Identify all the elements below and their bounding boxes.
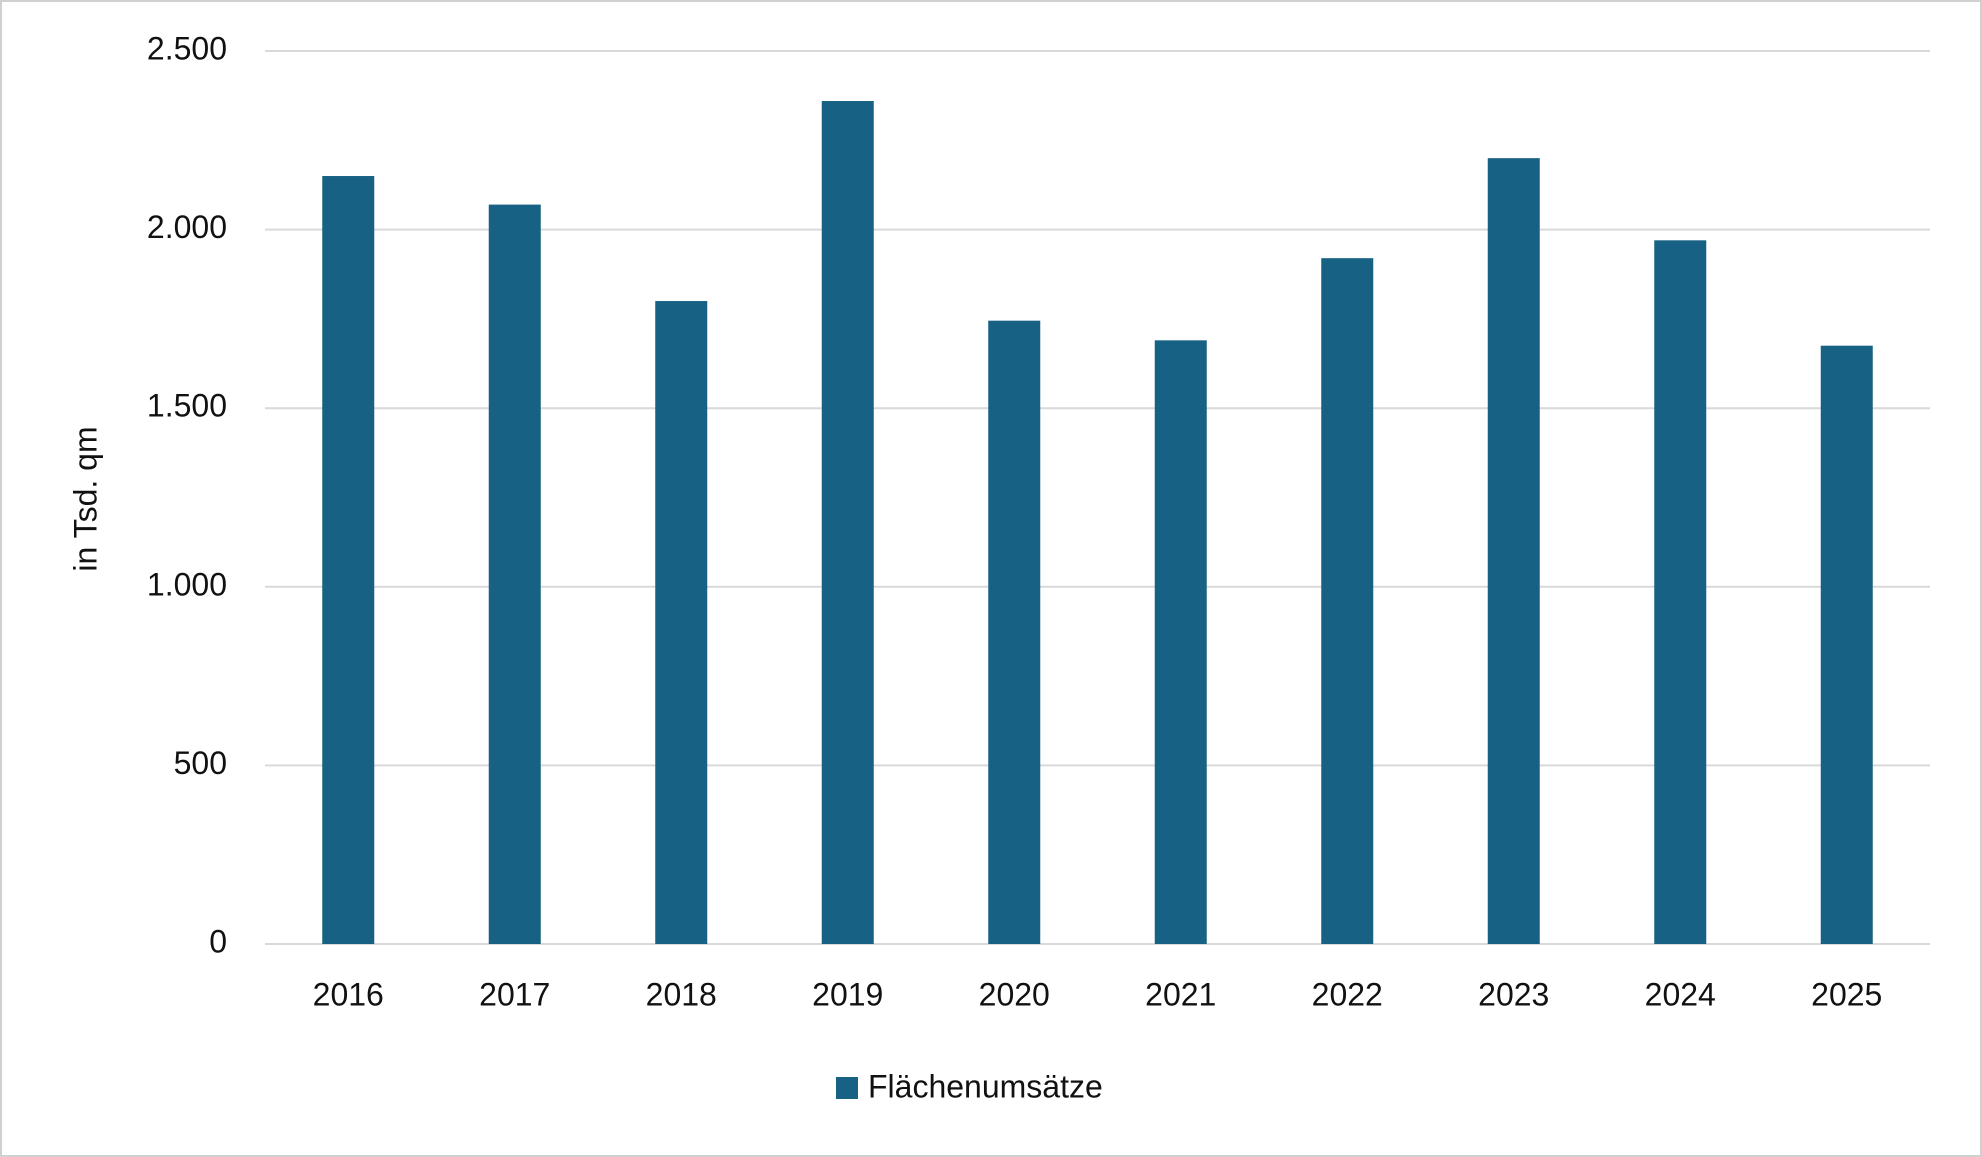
y-axis-title: in Tsd. qm bbox=[67, 426, 103, 571]
legend-label: Flächenumsätze bbox=[868, 1068, 1103, 1104]
x-tick-label: 2024 bbox=[1645, 976, 1716, 1012]
bar bbox=[322, 176, 375, 944]
bar bbox=[1321, 258, 1374, 944]
bar bbox=[821, 101, 874, 945]
bar bbox=[1654, 240, 1707, 945]
y-tick-label: 0 bbox=[209, 923, 227, 959]
y-tick-label: 1.500 bbox=[147, 388, 227, 424]
bar bbox=[1820, 345, 1873, 944]
y-tick-label: 2.500 bbox=[147, 30, 227, 66]
bar bbox=[1154, 340, 1207, 944]
bar bbox=[655, 301, 708, 944]
x-tick-label: 2025 bbox=[1811, 976, 1882, 1012]
y-tick-label: 1.000 bbox=[147, 566, 227, 602]
x-tick-label: 2019 bbox=[812, 976, 883, 1012]
x-tick-label: 2017 bbox=[479, 976, 550, 1012]
bar bbox=[988, 320, 1041, 944]
bar bbox=[1487, 158, 1540, 944]
x-tick-label: 2020 bbox=[979, 976, 1050, 1012]
x-tick-label: 2022 bbox=[1312, 976, 1383, 1012]
y-tick-label: 500 bbox=[174, 745, 227, 781]
y-tick-label: 2.000 bbox=[147, 209, 227, 245]
bar bbox=[488, 204, 541, 944]
legend-swatch bbox=[836, 1077, 858, 1099]
x-tick-label: 2023 bbox=[1478, 976, 1549, 1012]
x-tick-label: 2016 bbox=[313, 976, 384, 1012]
x-tick-label: 2021 bbox=[1145, 976, 1216, 1012]
x-tick-label: 2018 bbox=[646, 976, 717, 1012]
